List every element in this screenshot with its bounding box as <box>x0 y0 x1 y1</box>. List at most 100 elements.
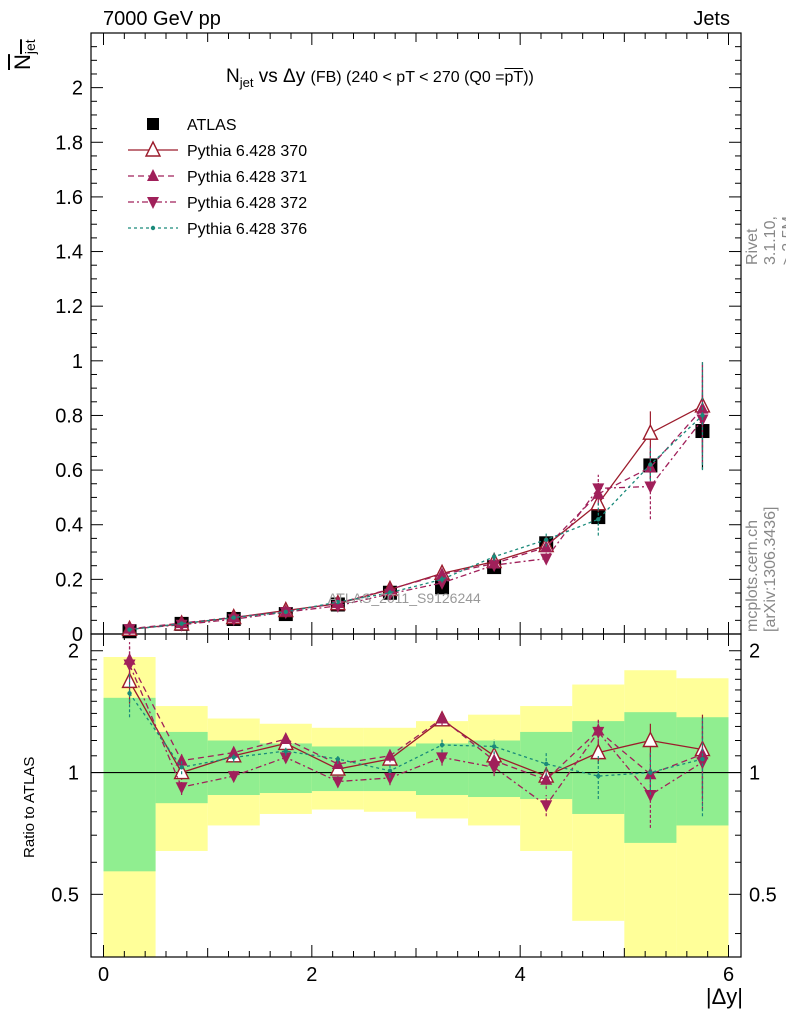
ratio-y-tick-label: 1 <box>68 763 79 785</box>
legend-label-pythia-6-428-370: Pythia 6.428 370 <box>187 143 307 160</box>
main-point-pythia-6-428-376 <box>596 517 601 522</box>
ratio-plot-frame: 0 2 4 6 0.5 0.5 1 1 2 2 <box>51 633 777 986</box>
ratio-line-pythia-6-428-372 <box>128 664 703 807</box>
ratio-y-axis-label: Ratio to ATLAS <box>21 756 38 858</box>
main-point-pythia-6-428-372 <box>227 614 240 627</box>
legend-label-pythia-6-428-371: Pythia 6.428 371 <box>187 169 307 186</box>
ratio-series-pythia-6-428-376 <box>127 672 705 817</box>
ratio-y-tick-label-right: 1 <box>749 763 760 785</box>
ratio-point-pythia-6-428-376 <box>648 770 653 775</box>
ratio-point-pythia-6-428-372 <box>227 771 240 784</box>
main-point-pythia-6-428-372 <box>696 414 709 427</box>
analysis-watermark: ATLAS_2011_S9126244 <box>328 590 481 606</box>
main-line-pythia-6-428-371 <box>129 408 703 630</box>
ratio-point-pythia-6-428-372 <box>644 789 657 802</box>
main-y-tick-label: 0 <box>72 624 83 646</box>
main-y-label-sub: jet <box>22 39 38 55</box>
title-range: (FB) (240 < pT < 270 (Q0 = <box>310 69 505 86</box>
ratio-point-pythia-6-428-376 <box>127 691 132 696</box>
ratio-point-pythia-6-428-372 <box>331 776 344 789</box>
x-tick-label: 4 <box>515 964 526 986</box>
main-point-pythia-6-428-376 <box>491 554 497 559</box>
ratio-point-pythia-6-428-376 <box>700 756 705 762</box>
main-line-pythia-6-428-372 <box>129 419 703 630</box>
main-point-pythia-6-428-376 <box>648 462 653 467</box>
title-close: )) <box>523 69 534 86</box>
ratio-y-tick-label-right: 2 <box>749 641 760 663</box>
legend-marker-pythia-6-428-371 <box>147 169 159 181</box>
ratio-point-pythia-6-428-371 <box>279 732 292 745</box>
main-y-axis-label: Njet <box>10 39 38 70</box>
ratio-point-pythia-6-428-371 <box>227 745 240 758</box>
ratio-point-pythia-6-428-372 <box>436 752 449 765</box>
main-point-pythia-6-428-376 <box>439 577 445 582</box>
process-label: Jets <box>693 8 730 30</box>
ratio-point-pythia-6-428-376 <box>439 742 445 748</box>
ratio-point-pythia-6-428-376 <box>283 748 288 754</box>
legend-marker-pythia-6-428-376 <box>150 225 156 231</box>
main-y-tick-label: 1.4 <box>55 242 83 264</box>
ratio-uncertainty-bands <box>103 657 729 957</box>
ratio-point-pythia-6-428-372 <box>175 782 188 795</box>
main-point-pythia-6-428-372 <box>540 553 553 566</box>
main-y-tick-label: 1.8 <box>55 132 83 154</box>
main-point-pythia-6-428-376 <box>700 413 705 418</box>
main-y-tick-label: 0.6 <box>55 460 83 482</box>
main-y-tick-label: 0.2 <box>55 569 83 591</box>
main-point-pythia-6-428-370 <box>642 423 659 440</box>
title-n: N <box>226 66 240 87</box>
ratio-line-pythia-6-428-371 <box>128 659 703 781</box>
main-point-pythia-6-428-376 <box>544 537 549 542</box>
ratio-point-pythia-6-428-376 <box>596 773 601 779</box>
main-y-tick-label: 2 <box>72 78 83 100</box>
legend-label-pythia-6-428-372: Pythia 6.428 372 <box>187 195 307 212</box>
legend-marker-pythia-6-428-370 <box>144 140 162 157</box>
main-point-pythia-6-428-372 <box>331 600 344 613</box>
main-point-pythia-6-428-372 <box>592 483 605 496</box>
main-series-pythia-6-428-372 <box>123 375 709 637</box>
main-y-tick-label: 1.6 <box>55 187 83 209</box>
x-axis-label: |Δy| <box>705 984 743 1009</box>
ratio-line-pythia-6-428-376 <box>129 692 703 777</box>
energy-label: 7000 GeV pp <box>103 8 221 30</box>
ratio-point-pythia-6-428-372 <box>383 772 396 785</box>
main-point-pythia-6-428-371 <box>436 567 449 580</box>
main-point-pythia-6-428-372 <box>644 481 657 494</box>
main-y-tick-label: 0.8 <box>55 405 83 427</box>
legend-label-pythia-6-428-376: Pythia 6.428 376 <box>187 221 307 238</box>
ratio-point-pythia-6-428-372 <box>123 659 136 672</box>
main-point-pythia-6-428-376 <box>127 627 132 632</box>
rivet-version-label: Rivet 3.1.10, ≥ 2.5M events <box>744 216 786 265</box>
ratio-point-pythia-6-428-372 <box>279 752 292 765</box>
ratio-y-tick-label: 0.5 <box>51 884 79 906</box>
main-y-label-n: N <box>10 54 35 70</box>
ratio-point-pythia-6-428-372 <box>488 762 501 775</box>
x-tick-label: 0 <box>98 964 109 986</box>
main-point-pythia-6-428-376 <box>179 621 184 626</box>
main-point-pythia-6-428-372 <box>436 577 449 590</box>
main-point-pythia-6-428-376 <box>335 599 341 605</box>
ratio-point-pythia-6-428-376 <box>544 761 549 767</box>
main-y-tick-label: 1.2 <box>55 296 83 318</box>
legend-marker-atlas <box>147 118 159 130</box>
ratio-plot-series <box>121 642 711 828</box>
main-plot-series <box>121 360 711 639</box>
ratio-point-pythia-6-428-371 <box>436 711 449 724</box>
ratio-y-tick-label: 2 <box>68 641 79 663</box>
ratio-point-pythia-6-428-371 <box>383 748 396 761</box>
legend: ATLAS Pythia 6.428 370 Pythia 6.428 371 Pyt… <box>128 117 307 238</box>
ratio-y-tick-label-right: 0.5 <box>749 884 777 906</box>
ratio-point-pythia-6-428-376 <box>491 744 497 749</box>
chart-title: Njet vs Δy (FB) (240 < pT < 270 (Q0 =pT)… <box>226 66 534 90</box>
main-y-tick-label: 1 <box>72 351 83 373</box>
ratio-point-pythia-6-428-372 <box>540 800 553 813</box>
ratio-point-pythia-6-428-370 <box>642 730 659 748</box>
ratio-point-pythia-6-428-376 <box>335 756 341 762</box>
legend-marker-pythia-6-428-372 <box>147 197 159 209</box>
x-tick-label: 6 <box>723 964 734 986</box>
x-tick-label: 2 <box>306 964 317 986</box>
main-point-pythia-6-428-376 <box>231 615 236 620</box>
main-point-pythia-6-428-372 <box>488 560 501 573</box>
title-mid: vs Δy <box>253 66 311 87</box>
